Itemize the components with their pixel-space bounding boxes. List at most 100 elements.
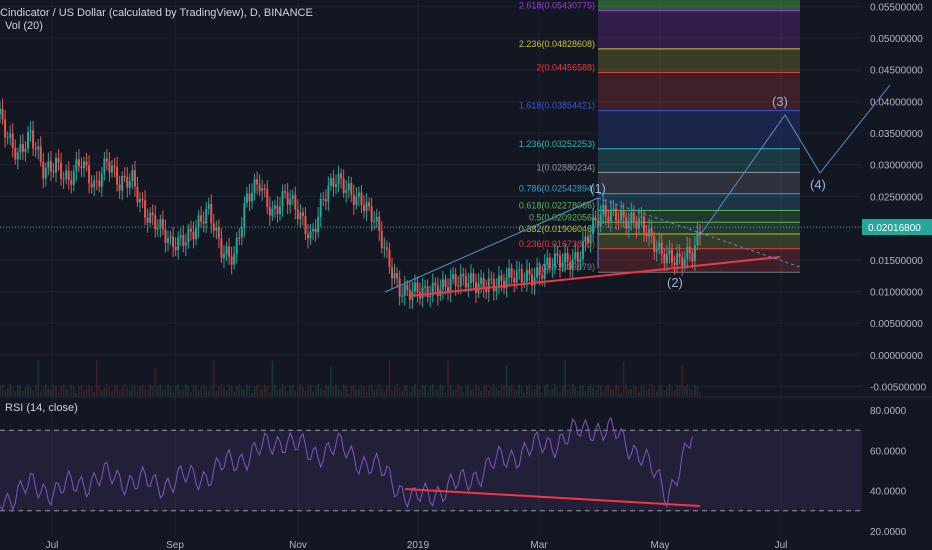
candle-body [182,235,185,246]
volume-bar [416,388,419,396]
volume-bar [154,367,157,396]
candle-body [98,180,101,187]
candle-body [592,217,595,234]
candle-body [212,223,215,231]
volume-bar [144,388,146,396]
volume-bar [95,360,98,396]
candle-body [637,217,640,229]
candle-body [363,204,365,212]
candle-body [571,258,574,270]
candle-body [678,253,681,257]
rsi-band [0,430,862,511]
candle-body [273,205,276,209]
candle-body [579,259,582,262]
candle-body [319,198,322,217]
volume-bar [368,385,370,396]
rsi-tick-label: 20.0000 [870,527,907,538]
volume-bar [261,388,263,396]
candle-body [251,192,253,202]
wave-label-4: (4) [810,177,826,192]
candle-body [566,252,569,262]
volume-bar [345,385,347,396]
candle-body [487,278,490,292]
volume-bar [477,387,480,396]
volume-bar [411,386,414,396]
candle-body [93,180,96,188]
volume-bar [653,386,655,396]
volume-bar [551,388,554,396]
candle-body [658,242,661,250]
volume-bar [103,387,106,396]
volume-bar [579,384,582,396]
wave-label-3: (3) [772,94,788,109]
volume-bar [391,390,393,396]
candle-body [75,159,78,172]
candle-body [525,269,528,282]
candle-body [253,179,256,193]
volume-bar [605,386,607,396]
candle-body [192,231,195,240]
volume-bar [388,359,391,396]
fib-level-label: 0.786(0.02542894) [519,184,595,194]
volume-bar [528,384,531,396]
candle-body [6,137,9,139]
candle-body [161,219,164,230]
volume-bar [4,390,6,396]
candle-body [233,253,236,265]
candle-body [518,269,521,271]
candle-body [301,212,304,217]
volume-bar [276,389,279,396]
candle-body [375,216,378,222]
last-price-label: 0.02016800 [868,223,921,234]
volume-bar [157,386,159,396]
volume-bar [307,384,309,396]
candle-body [559,255,561,268]
volume-bar [467,384,470,396]
candle-body [281,190,284,207]
candle-body [304,216,307,235]
candle-body [9,133,12,138]
candle-body [337,173,340,185]
candle-body [380,230,383,249]
candle-body [105,158,108,162]
candle-body [164,229,167,243]
candle-body [357,192,360,197]
volume-bar [505,366,508,396]
fib-zone [598,193,800,211]
volume-bar [696,385,699,396]
volume-bar [363,386,365,396]
candle-body [141,199,144,201]
volume-bar [174,385,177,396]
fib-zone [598,72,800,111]
volume-bar [381,386,383,396]
candle-body [238,237,241,239]
candle-body [19,144,22,153]
candle-body [693,245,696,262]
volume-bar [487,391,490,396]
candle-body [378,216,381,231]
volume-bar [615,384,617,396]
volume-bar [526,386,528,396]
candle-body [139,199,141,203]
candle-body [630,212,633,222]
volume-bar [281,384,284,396]
wave-label-1: (1) [590,181,606,196]
volume-bar [274,384,276,396]
fib-zone [598,10,800,49]
candle-body [676,253,679,265]
fib-level-label: 2(0.04456588) [536,62,595,72]
candle-body [27,132,29,149]
volume-bar [45,384,47,396]
volume-bar [421,384,424,396]
volume-bar [431,384,434,396]
candle-body [510,268,513,278]
candle-body [416,282,419,293]
volume-bar [645,389,648,396]
volume-bar [39,391,42,396]
volume-bar [1,384,4,396]
candle-body [55,157,57,173]
volume-bar [424,385,426,396]
candle-body [159,219,162,228]
volume-bar [202,384,205,396]
